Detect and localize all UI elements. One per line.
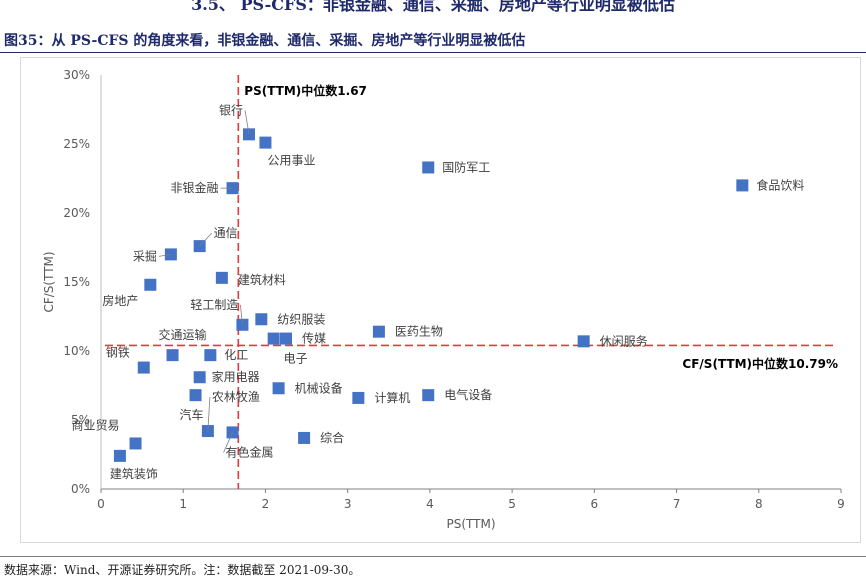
median-x-label: PS(TTM)中位数1.67: [244, 83, 367, 98]
data-point: [137, 361, 150, 374]
data-point: [259, 136, 272, 149]
x-tick-label: 8: [755, 497, 763, 511]
y-tick-label: 25%: [63, 137, 90, 151]
data-point-label: 农林牧渔: [212, 390, 260, 404]
data-point: [736, 179, 749, 192]
data-point-label: 采掘: [133, 248, 157, 263]
x-tick-label: 1: [179, 497, 187, 511]
leader-line: [158, 254, 171, 257]
data-point-label: 非银金融: [171, 180, 219, 195]
data-point-label: 纺织服装: [277, 312, 325, 326]
data-point-label: 电子: [284, 352, 308, 366]
x-tick-label: 2: [262, 497, 270, 511]
data-point: [204, 349, 217, 362]
y-tick-label: 0%: [71, 482, 90, 496]
data-point-label: 银行: [219, 103, 243, 117]
data-point: [267, 332, 280, 345]
data-point-label: 商业贸易: [72, 417, 120, 432]
data-point-label: 建筑装饰: [110, 466, 158, 481]
data-point-label: 交通运输: [159, 327, 207, 342]
data-point: [144, 278, 157, 291]
data-point-label: 公用事业: [267, 154, 315, 168]
data-point: [298, 431, 311, 444]
data-point-label: 国防军工: [442, 159, 490, 174]
leader-line: [223, 432, 233, 453]
data-point-label: 医药生物: [395, 325, 443, 339]
data-point-label: 家用电器: [212, 369, 260, 384]
data-point-label: 化工: [224, 348, 248, 362]
data-point-label: 汽车: [180, 407, 204, 422]
leader-line: [240, 304, 243, 325]
y-axis-title: CF/S(TTM): [42, 251, 56, 312]
data-point-label: 通信: [214, 226, 238, 240]
y-tick-label: 20%: [63, 206, 90, 220]
data-point: [577, 335, 590, 348]
data-point-label: 有色金属: [226, 444, 274, 459]
data-point-label: 综合: [320, 430, 344, 445]
data-point-label: 计算机: [374, 390, 410, 405]
section-title: 3.5、 PS-CFS：非银金融、通信、采掘、房地产等行业明显被低估: [191, 0, 675, 14]
chart-frame: 0 1 2 3 4 5 6 7 8 9 0% 5% 10% 15% 20% 25% 30% PS(TTM) CF/S…: [20, 57, 861, 543]
leader-line: [244, 110, 250, 135]
source-rule: [0, 556, 866, 557]
data-point: [193, 371, 206, 384]
data-point-label: 食品饮料: [756, 177, 804, 192]
leader-line: [207, 397, 211, 432]
data-point-label: 电气设备: [444, 387, 492, 402]
data-point-label: 钢铁: [106, 346, 130, 360]
x-axis-title: PS(TTM): [446, 517, 495, 531]
data-point: [280, 332, 292, 345]
x-tick-label: 7: [673, 497, 681, 511]
data-point: [372, 325, 385, 338]
x-tick-label: 9: [837, 497, 845, 511]
data-point: [422, 161, 435, 174]
y-tick-label: 10%: [63, 344, 90, 358]
figure-title: 图35：从 PS-CFS 的角度来看，非银金融、通信、采掘、房地产等行业明显被低…: [4, 33, 526, 49]
data-point: [129, 437, 142, 450]
data-point: [215, 271, 228, 284]
data-point-label: 建筑材料: [238, 272, 286, 287]
x-tick-label: 6: [591, 497, 599, 511]
data-point-label: 机械设备: [295, 380, 343, 395]
scatter-chart: 0 1 2 3 4 5 6 7 8 9 0% 5% 10% 15% 20% 25% 30% PS(TTM) CF/S…: [42, 68, 845, 531]
data-point-label: 传媒: [302, 331, 326, 346]
data-point: [255, 313, 268, 326]
data-point: [166, 349, 179, 362]
x-tick-label: 3: [344, 497, 352, 511]
data-point: [113, 449, 126, 462]
data-point: [422, 389, 435, 402]
source-note: 数据来源：Wind、开源证券研究所。注：数据截至 2021-09-30。: [4, 563, 361, 577]
data-point: [272, 382, 285, 395]
data-point-label: 轻工制造: [190, 298, 238, 312]
median-y-label: CF/S(TTM)中位数10.79%: [682, 356, 838, 371]
y-tick-label: 15%: [63, 275, 90, 289]
title-rule: [0, 52, 866, 53]
data-point-label: 房地产: [102, 293, 138, 308]
data-point: [189, 389, 202, 402]
y-tick-label: 5%: [71, 413, 90, 427]
x-tick-label: 5: [508, 497, 516, 511]
leader-line: [199, 232, 212, 247]
x-tick-label: 0: [97, 497, 105, 511]
data-point: [352, 391, 365, 404]
data-point-label: 休闲服务: [600, 333, 648, 348]
x-tick-label: 4: [426, 497, 434, 511]
y-tick-label: 30%: [63, 68, 90, 82]
